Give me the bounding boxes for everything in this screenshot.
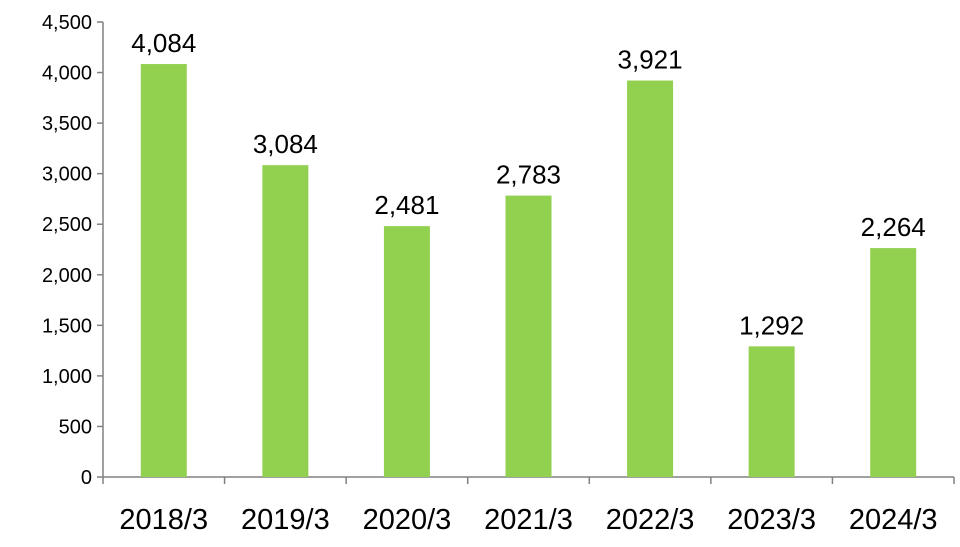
bar [505, 195, 552, 477]
bar [748, 346, 795, 477]
y-tick-label: 0 [81, 467, 92, 489]
y-tick-label: 2,500 [42, 214, 92, 236]
y-tick-label: 2,000 [42, 265, 92, 287]
x-tick-label: 2020/3 [363, 504, 452, 536]
bar [627, 80, 674, 477]
bar [383, 226, 430, 477]
y-tick-label: 3,500 [42, 113, 92, 135]
x-tick-label: 2018/3 [119, 504, 208, 536]
y-tick-label: 500 [59, 416, 92, 438]
y-tick-label: 3,000 [42, 164, 92, 186]
data-label: 2,481 [374, 190, 439, 220]
y-tick-label: 4,500 [42, 12, 92, 34]
x-tick-label: 2019/3 [241, 504, 330, 536]
data-label: 3,921 [618, 45, 683, 75]
data-label: 4,084 [131, 28, 196, 58]
x-tick-label: 2024/3 [849, 504, 938, 536]
bar-series [140, 64, 917, 477]
x-tick-label: 2023/3 [727, 504, 816, 536]
bar [870, 248, 917, 477]
x-tick-label: 2021/3 [484, 504, 573, 536]
data-labels: 4,084 3,084 2,481 2,783 3,921 1,292 2,264 [131, 28, 926, 340]
y-tick-label: 4,000 [42, 63, 92, 85]
y-tick-label: 1,500 [42, 315, 92, 337]
bar [140, 64, 187, 477]
data-label: 1,292 [739, 310, 804, 340]
x-tick-label: 2022/3 [606, 504, 695, 536]
data-label: 2,783 [496, 160, 561, 190]
y-tick-label: 1,000 [42, 366, 92, 388]
x-axis: 2018/3 2019/3 2020/3 2021/3 2022/3 2023/3 2024… [102, 476, 955, 536]
data-label: 2,264 [861, 212, 926, 242]
bar [262, 165, 309, 477]
data-label: 3,084 [253, 129, 318, 159]
y-axis: 0 500 1,000 1,500 2,000 2,500 3,000 3,500 4,000 4… [42, 12, 104, 489]
